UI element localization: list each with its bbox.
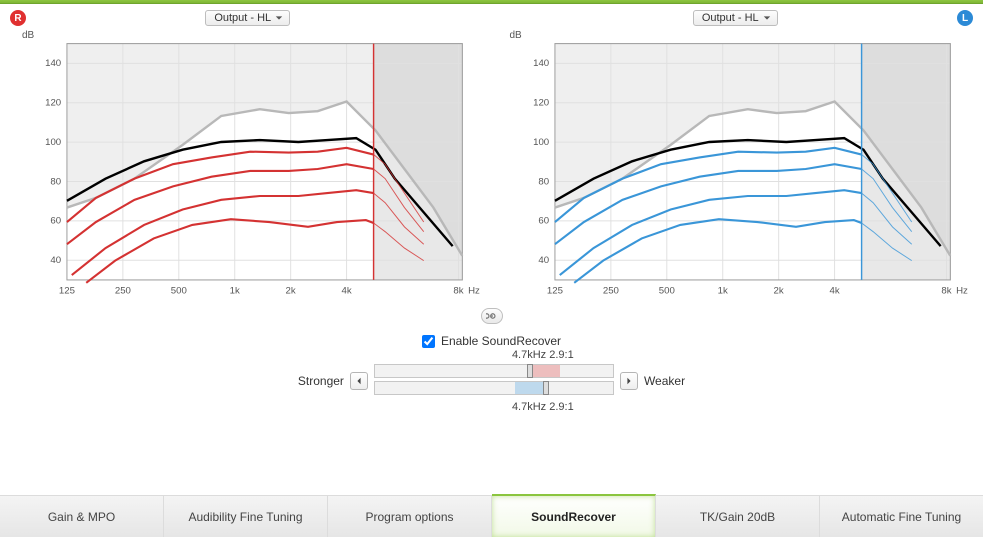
panel-left-ear: L Output - HL dB 140 120 100 80 60 40 125 250 50…: [496, 10, 976, 304]
weaker-button[interactable]: [620, 372, 638, 390]
dropdown-label: Output - HL: [214, 12, 271, 24]
slider-column: 4.7kHz 2.9:1 4.7kHz 2.9:1: [374, 364, 614, 398]
enable-checkbox-input[interactable]: [422, 335, 435, 348]
slider-track-left[interactable]: [374, 381, 614, 395]
output-mode-dropdown-left[interactable]: Output - HL: [693, 10, 778, 26]
slider-shade-right: [530, 365, 560, 377]
svg-text:8k: 8k: [941, 285, 951, 296]
svg-text:100: 100: [533, 137, 549, 148]
enable-soundrecover-checkbox[interactable]: Enable SoundRecover: [422, 334, 561, 348]
output-mode-dropdown-right[interactable]: Output - HL: [205, 10, 290, 26]
stronger-button[interactable]: [350, 372, 368, 390]
slider-shade-left: [515, 382, 545, 394]
y-axis-unit: dB: [510, 30, 522, 41]
link-ears-button[interactable]: [481, 308, 503, 324]
svg-text:100: 100: [45, 137, 61, 148]
stronger-label: Stronger: [298, 374, 344, 388]
svg-text:4k: 4k: [342, 285, 352, 296]
svg-text:Hz: Hz: [956, 285, 968, 296]
svg-text:40: 40: [50, 255, 61, 266]
audiogram-chart-right: 140 120 100 80 60 40 125 250 500 1k 2k 4k 8k Hz: [8, 34, 488, 304]
svg-text:1k: 1k: [717, 285, 727, 296]
svg-text:4k: 4k: [829, 285, 839, 296]
chevron-down-icon: [275, 14, 283, 22]
svg-text:140: 140: [533, 58, 549, 69]
svg-text:250: 250: [602, 285, 618, 296]
slider-track-right[interactable]: [374, 364, 614, 378]
svg-text:140: 140: [45, 58, 61, 69]
weaker-label: Weaker: [644, 374, 685, 388]
charts-row: R Output - HL dB 140 120 100 80 60 40 125 250 50…: [0, 4, 983, 304]
tab-program-options[interactable]: Program options: [328, 496, 492, 537]
slider-handle-left[interactable]: [543, 381, 549, 395]
slider-bottom-readout: 4.7kHz 2.9:1: [512, 401, 574, 413]
tab-automatic-fine-tuning[interactable]: Automatic Fine Tuning: [820, 496, 983, 537]
tab-gain-mpo[interactable]: Gain & MPO: [0, 496, 164, 537]
link-row: [0, 308, 983, 324]
svg-text:40: 40: [538, 255, 549, 266]
slider-top-readout: 4.7kHz 2.9:1: [512, 349, 574, 361]
link-icon: [486, 311, 498, 321]
ear-badge-left: L: [957, 10, 973, 26]
soundrecover-controls: Enable SoundRecover Stronger 4.7kHz 2.9:…: [0, 332, 983, 398]
audiogram-chart-left: 140 120 100 80 60 40 125 250 500 1k 2k 4k 8k Hz: [496, 34, 976, 304]
svg-text:125: 125: [546, 285, 562, 296]
bottom-tabs: Gain & MPOAudibility Fine TuningProgram …: [0, 495, 983, 537]
svg-text:80: 80: [538, 176, 549, 187]
svg-text:500: 500: [658, 285, 674, 296]
chevron-down-icon: [763, 14, 771, 22]
ear-badge-right: R: [10, 10, 26, 26]
tab-audibility-fine-tuning[interactable]: Audibility Fine Tuning: [164, 496, 328, 537]
svg-text:2k: 2k: [286, 285, 296, 296]
svg-text:60: 60: [538, 216, 549, 227]
tab-tk-gain-20db[interactable]: TK/Gain 20dB: [656, 496, 820, 537]
svg-text:Hz: Hz: [468, 285, 480, 296]
tab-soundrecover[interactable]: SoundRecover: [492, 494, 656, 537]
svg-text:8k: 8k: [453, 285, 463, 296]
svg-text:125: 125: [59, 285, 75, 296]
svg-text:2k: 2k: [773, 285, 783, 296]
slider-handle-right[interactable]: [527, 364, 533, 378]
svg-text:80: 80: [50, 176, 61, 187]
y-axis-unit: dB: [22, 30, 34, 41]
svg-text:60: 60: [50, 216, 61, 227]
svg-text:120: 120: [533, 98, 549, 109]
svg-text:250: 250: [115, 285, 131, 296]
svg-text:120: 120: [45, 98, 61, 109]
enable-label: Enable SoundRecover: [441, 334, 561, 348]
dropdown-label: Output - HL: [702, 12, 759, 24]
panel-right-ear: R Output - HL dB 140 120 100 80 60 40 125 250 50…: [8, 10, 488, 304]
svg-text:500: 500: [171, 285, 187, 296]
svg-text:1k: 1k: [230, 285, 240, 296]
